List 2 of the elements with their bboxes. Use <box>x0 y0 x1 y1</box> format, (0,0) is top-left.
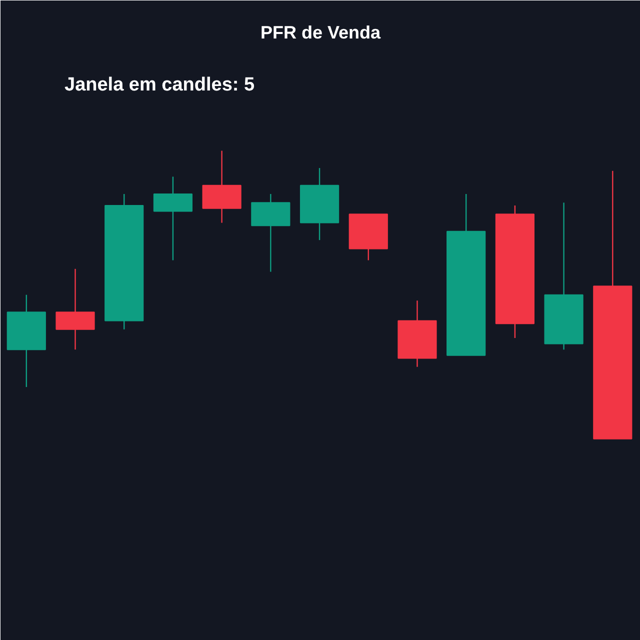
chart-title: PFR de Venda <box>260 22 382 42</box>
text: Janela em candles: 5 <box>64 74 256 96</box>
